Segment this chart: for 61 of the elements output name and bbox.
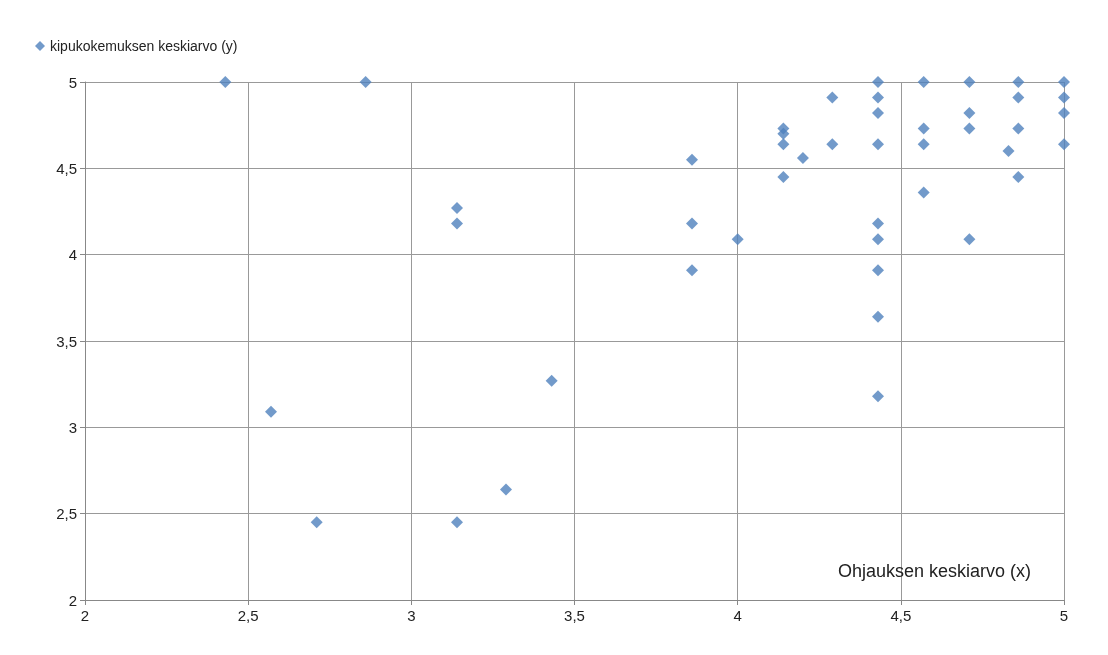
point <box>685 153 698 166</box>
point <box>499 483 512 496</box>
point <box>871 310 884 323</box>
point <box>219 76 232 88</box>
point <box>451 217 464 230</box>
point <box>917 138 930 151</box>
point <box>731 233 744 246</box>
y-tick-label: 3 <box>68 418 77 436</box>
point <box>963 233 976 246</box>
point <box>1012 122 1025 135</box>
point <box>451 516 464 529</box>
point <box>796 151 809 164</box>
point <box>777 138 790 151</box>
point <box>1002 145 1015 158</box>
y-tick-label: 5 <box>68 73 77 91</box>
legend-label: kipukokemuksen keskiarvo (y) <box>50 38 238 54</box>
point <box>310 516 323 529</box>
point <box>917 122 930 135</box>
y-tick-label: 2 <box>68 591 77 609</box>
point <box>826 138 839 151</box>
point <box>1058 91 1070 104</box>
x-tick-label: 3,5 <box>564 607 585 624</box>
point <box>871 264 884 277</box>
x-tick-label: 2 <box>80 607 90 624</box>
point <box>451 202 464 215</box>
point <box>963 107 976 120</box>
point <box>1058 76 1070 88</box>
x-tick-label: 3 <box>407 607 416 624</box>
y-tick-label: 3,5 <box>56 332 77 350</box>
point <box>917 186 930 199</box>
x-tick-label: 4,5 <box>890 607 912 624</box>
point <box>685 217 698 230</box>
point <box>265 405 278 418</box>
point <box>1012 91 1025 104</box>
point <box>1012 170 1025 183</box>
x-axis-title: Ohjauksen keskiarvo (x) <box>837 561 1032 581</box>
point <box>685 264 698 277</box>
x-tick-label: 2,5 <box>237 607 259 624</box>
y-tick-label: 4 <box>68 246 77 264</box>
point <box>1058 107 1070 120</box>
x-tick-label: 4 <box>733 607 742 624</box>
point <box>871 217 884 230</box>
y-tick-label: 4,5 <box>56 159 77 177</box>
point <box>777 170 790 183</box>
point <box>871 233 884 246</box>
point <box>359 76 372 88</box>
point <box>826 91 839 104</box>
point <box>1012 76 1025 88</box>
point <box>871 76 884 88</box>
point <box>545 374 558 387</box>
y-tick-label: 2,5 <box>56 505 77 523</box>
point <box>871 390 884 403</box>
x-tick-label: 5 <box>1059 607 1069 624</box>
point <box>963 76 976 88</box>
point <box>963 122 976 135</box>
point <box>871 91 884 104</box>
point <box>871 107 884 120</box>
point <box>777 127 790 140</box>
point <box>917 76 930 88</box>
point <box>1058 138 1070 151</box>
point <box>871 138 884 151</box>
